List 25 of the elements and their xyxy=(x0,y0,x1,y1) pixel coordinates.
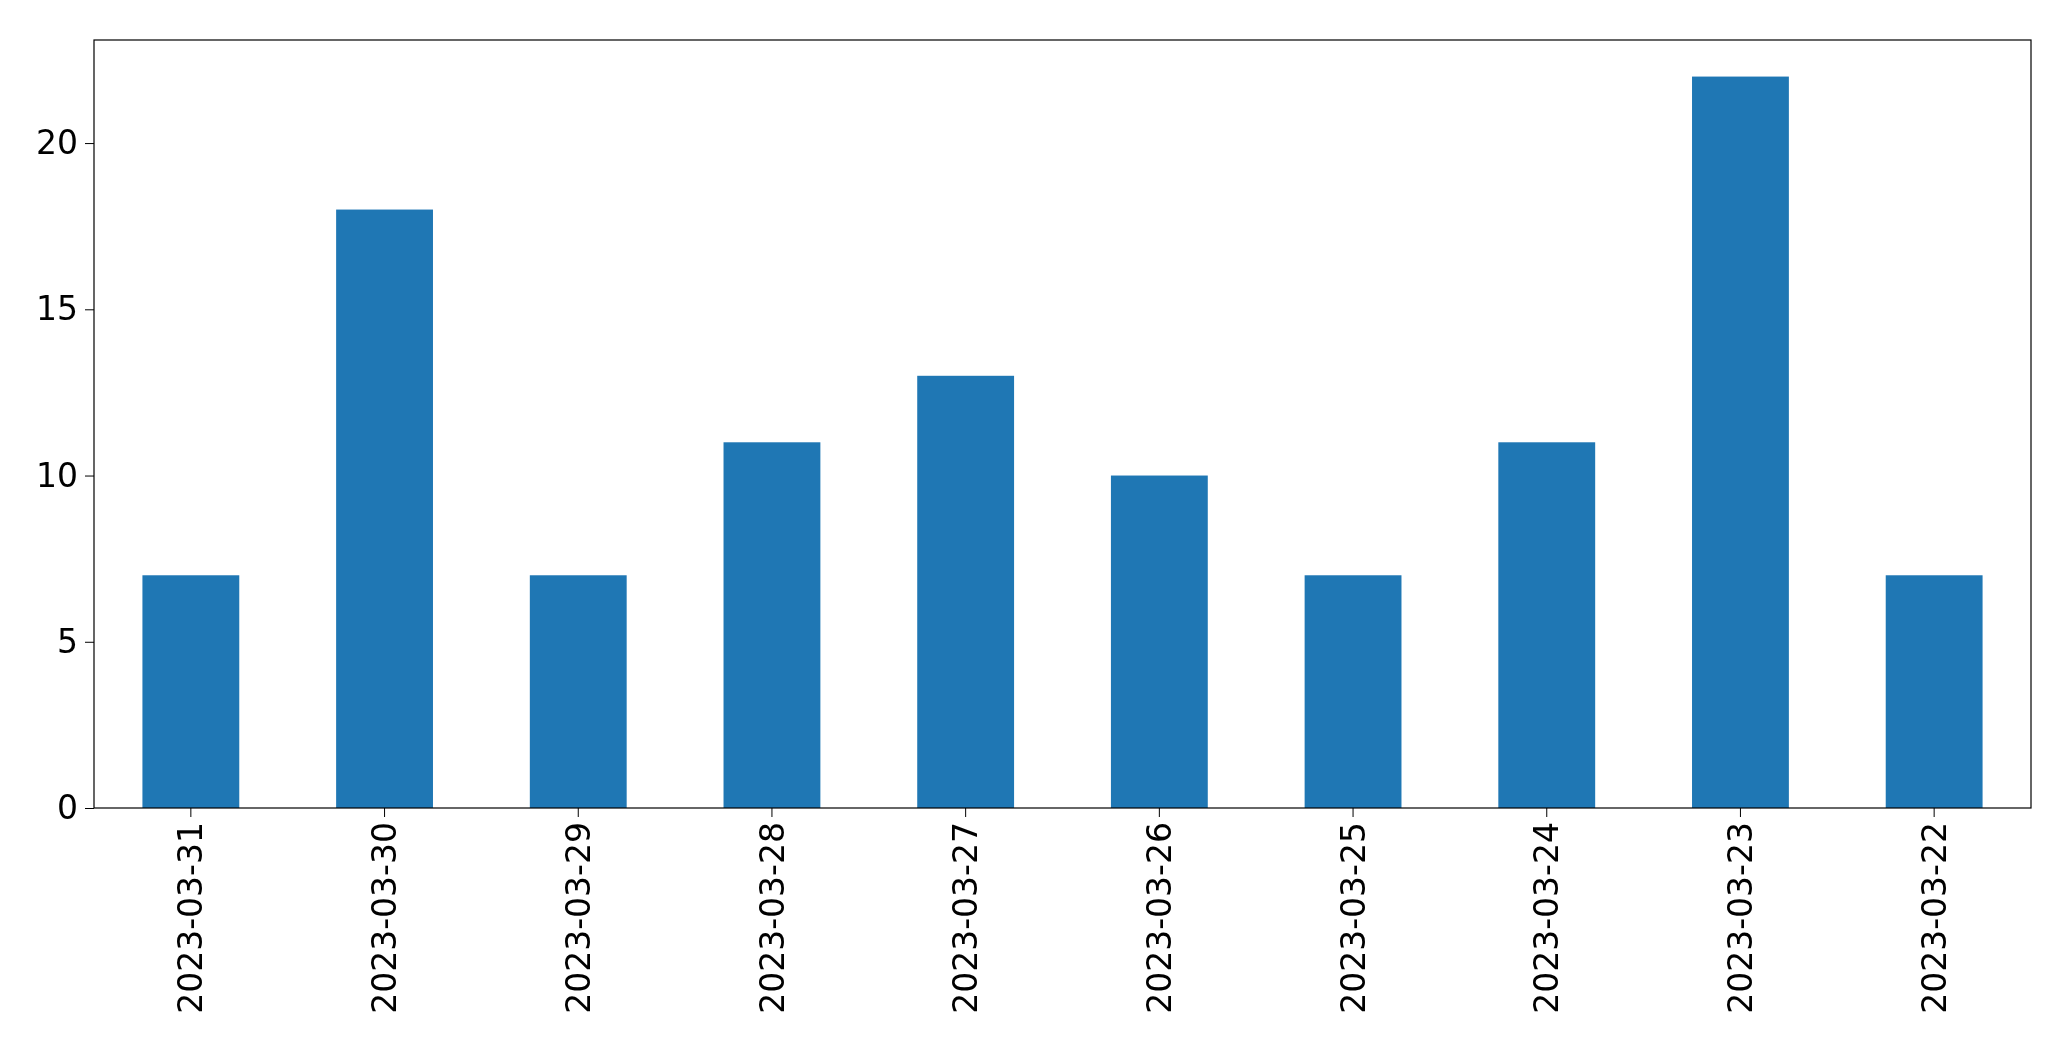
x-tick-label: 2023-03-30 xyxy=(365,822,405,1014)
bar xyxy=(1110,475,1208,808)
x-tick-label: 2023-03-31 xyxy=(171,822,211,1014)
y-tick-label: 10 xyxy=(36,455,78,495)
bar xyxy=(1692,76,1789,808)
bar xyxy=(1498,442,1596,808)
x-tick-label: 2023-03-27 xyxy=(946,822,986,1014)
x-tick-label: 2023-03-29 xyxy=(558,822,598,1014)
x-tick-label: 2023-03-22 xyxy=(1914,822,1954,1014)
y-tick-label: 20 xyxy=(36,123,78,163)
bar xyxy=(142,575,240,808)
bar xyxy=(529,575,627,808)
y-tick-label: 5 xyxy=(57,621,78,661)
x-tick-label: 2023-03-25 xyxy=(1333,822,1373,1014)
y-tick-label: 15 xyxy=(36,289,78,329)
x-tick-label: 2023-03-26 xyxy=(1139,822,1179,1014)
bar xyxy=(1304,575,1402,808)
x-tick-label: 2023-03-24 xyxy=(1527,822,1567,1014)
x-tick-label: 2023-03-23 xyxy=(1721,822,1760,1014)
bar xyxy=(1885,575,1983,808)
y-tick-label: 0 xyxy=(57,788,78,828)
bar xyxy=(336,209,433,808)
bar xyxy=(723,442,821,808)
bar xyxy=(917,375,1015,808)
x-tick-label: 2023-03-28 xyxy=(752,822,792,1014)
